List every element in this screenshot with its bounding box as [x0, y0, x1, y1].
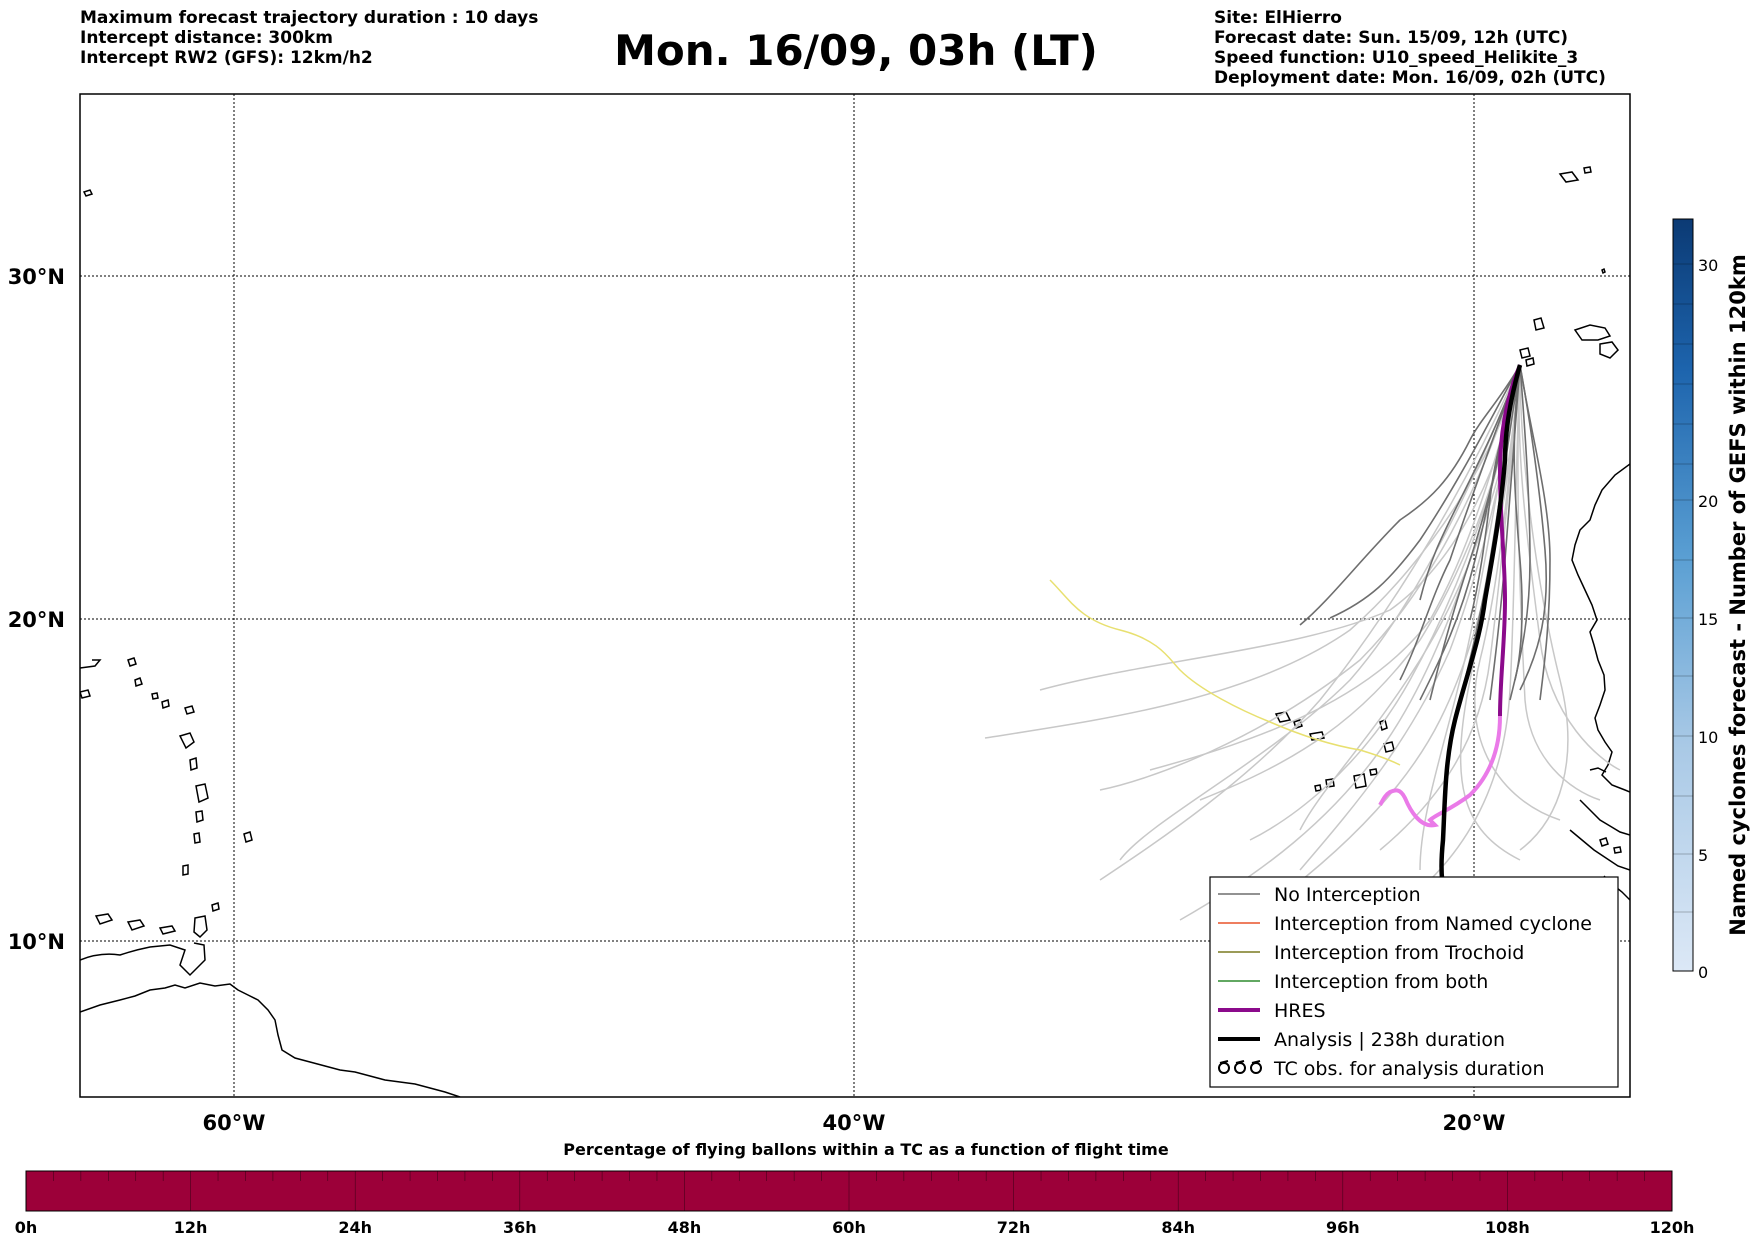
lat-label-10n: 10°N: [8, 930, 65, 954]
deployment-date-text: Deployment date: Mon. 16/09, 02h (UTC): [1214, 68, 1606, 88]
intercept-distance-text: Intercept distance: 300km: [80, 28, 333, 48]
canary-gran-canaria: [1533, 317, 1545, 331]
colorbar-tick-5: 5: [1698, 846, 1708, 865]
max-duration-text: Maximum forecast trajectory duration : 1…: [80, 8, 539, 28]
st-lucia-island: [195, 810, 204, 824]
timebar-tick-12h: 12h: [174, 1218, 208, 1237]
colorbar-gradient: [1672, 218, 1694, 972]
antigua-island: [184, 705, 195, 715]
tobago-island: [211, 902, 220, 912]
timebar-tick-60h: 60h: [832, 1218, 866, 1237]
legend-label-analysis: Analysis | 238h duration: [1274, 1029, 1505, 1051]
timebar-tick-0h: 0h: [15, 1218, 38, 1237]
canary-el-hierro: [1525, 357, 1535, 367]
legend-item-tc-obs[interactable]: TC obs. for analysis duration: [1218, 1058, 1545, 1080]
canary-fuerteventura: [1599, 341, 1619, 359]
legend-label-no-interception: No Interception: [1274, 884, 1421, 906]
south-america-coast: [80, 982, 461, 1097]
martinique-island: [195, 783, 209, 804]
lon-label-20w: 20°W: [1443, 1111, 1506, 1135]
cape-verde-sal: [1379, 718, 1388, 732]
latitude-labels: 30°N 20°N 10°N: [8, 265, 65, 954]
graticule: [80, 94, 1630, 1097]
trinidad-island: [193, 915, 208, 939]
guinea-bissau-coast: [1579, 799, 1630, 836]
colorbar-tick-10: 10: [1698, 728, 1718, 747]
site-text: Site: ElHierro: [1214, 8, 1342, 28]
legend-item-hres[interactable]: HRES: [1218, 1000, 1326, 1022]
west-africa-coast: [1571, 463, 1630, 793]
porto-santo-island: [1583, 166, 1592, 174]
caribbean-island-small: [94, 913, 114, 925]
timebar-tick-36h: 36h: [503, 1218, 537, 1237]
canary-tenerife: [1519, 347, 1531, 359]
hres-trajectory: [1497, 364, 1522, 717]
leeward-islands: [134, 677, 170, 709]
legend-item-analysis[interactable]: Analysis | 238h duration: [1218, 1029, 1505, 1051]
timebar-tick-108h: 108h: [1485, 1218, 1530, 1237]
timebar-tick-96h: 96h: [1326, 1218, 1360, 1237]
west-coast-small: [80, 689, 91, 699]
timebar-title: Percentage of flying ballons within a TC…: [563, 1140, 1169, 1159]
timebar-tick-72h: 72h: [997, 1218, 1031, 1237]
venezuela-coast: [80, 942, 206, 977]
legend-label-hres: HRES: [1274, 1000, 1326, 1022]
colorbar-tick-15: 15: [1698, 610, 1718, 629]
barbados-island: [243, 831, 253, 843]
puerto-rico-coast: [80, 659, 102, 669]
speed-function-text: Speed function: U10_speed_Helikite_3: [1214, 48, 1579, 68]
caribbean-island-curacao: [126, 919, 146, 931]
canary-lanzarote: [1573, 324, 1612, 341]
header-right-info: Site: ElHierro Forecast date: Sun. 15/09…: [1214, 8, 1606, 88]
legend: No Interception Interception from Named …: [1209, 876, 1619, 1088]
margarita-island: [158, 925, 177, 935]
colorbar-tick-20: 20: [1698, 492, 1718, 511]
cyclone-symbol-icon: [1218, 1060, 1262, 1074]
legend-label-trochoid: Interception from Trochoid: [1274, 942, 1524, 964]
colorbar-tick-30: 30: [1698, 256, 1718, 275]
legend-item-trochoid[interactable]: Interception from Trochoid: [1218, 942, 1524, 964]
colorbar-tick-0: 0: [1698, 963, 1708, 982]
legend-label-tc-obs: TC obs. for analysis duration: [1273, 1058, 1545, 1080]
bermuda-island: [82, 189, 94, 197]
timebar-tick-120h: 120h: [1650, 1218, 1695, 1237]
colorbar: 30 20 15 10 5 0 Named cyclones forecast …: [1672, 218, 1750, 982]
dominica-island: [189, 756, 198, 772]
st-vincent-island: [193, 832, 201, 844]
longitude-labels: 60°W 40°W 20°W: [203, 1111, 1506, 1135]
legend-item-both[interactable]: Interception from both: [1218, 971, 1488, 993]
cape-verde-santo-antao: [1274, 711, 1292, 723]
timebar-tick-48h: 48h: [668, 1218, 702, 1237]
page-title: Mon. 16/09, 03h (LT): [614, 26, 1098, 75]
lon-label-40w: 40°W: [823, 1111, 886, 1135]
legend-item-no-interception[interactable]: No Interception: [1218, 884, 1421, 906]
legend-label-both: Interception from both: [1274, 971, 1488, 993]
legend-item-named-cyclone[interactable]: Interception from Named cyclone: [1218, 913, 1592, 935]
forecast-date-text: Forecast date: Sun. 15/09, 12h (UTC): [1214, 28, 1569, 48]
timebar: Percentage of flying ballons within a TC…: [15, 1140, 1695, 1237]
trochoid-trajectory: [1049, 579, 1401, 766]
gambia-coast: [1589, 767, 1607, 773]
grenadines-island: [182, 864, 189, 876]
legend-label-named-cyclone: Interception from Named cyclone: [1274, 913, 1592, 935]
lon-label-60w: 60°W: [203, 1111, 266, 1135]
guinea-coast: [1569, 829, 1630, 871]
madeira-island: [1558, 171, 1580, 183]
colorbar-title: Named cyclones forecast - Number of GEFS…: [1726, 254, 1750, 935]
selvagens-island: [1601, 267, 1606, 275]
timebar-tick-84h: 84h: [1161, 1218, 1195, 1237]
bijagos-islands: [1599, 837, 1622, 854]
lat-label-30n: 30°N: [8, 265, 65, 289]
lat-label-20n: 20°N: [8, 608, 65, 632]
hres-trajectory-late: [1378, 715, 1502, 828]
timebar-tick-24h: 24h: [338, 1218, 372, 1237]
intercept-rw2-text: Intercept RW2 (GFS): 12km/h2: [80, 48, 373, 68]
trajectories-light: [984, 364, 1621, 941]
guadeloupe-island: [178, 732, 195, 750]
virgin-islands: [127, 657, 137, 667]
header-left-info: Maximum forecast trajectory duration : 1…: [80, 8, 538, 68]
cape-verde-fogo: [1325, 778, 1335, 788]
